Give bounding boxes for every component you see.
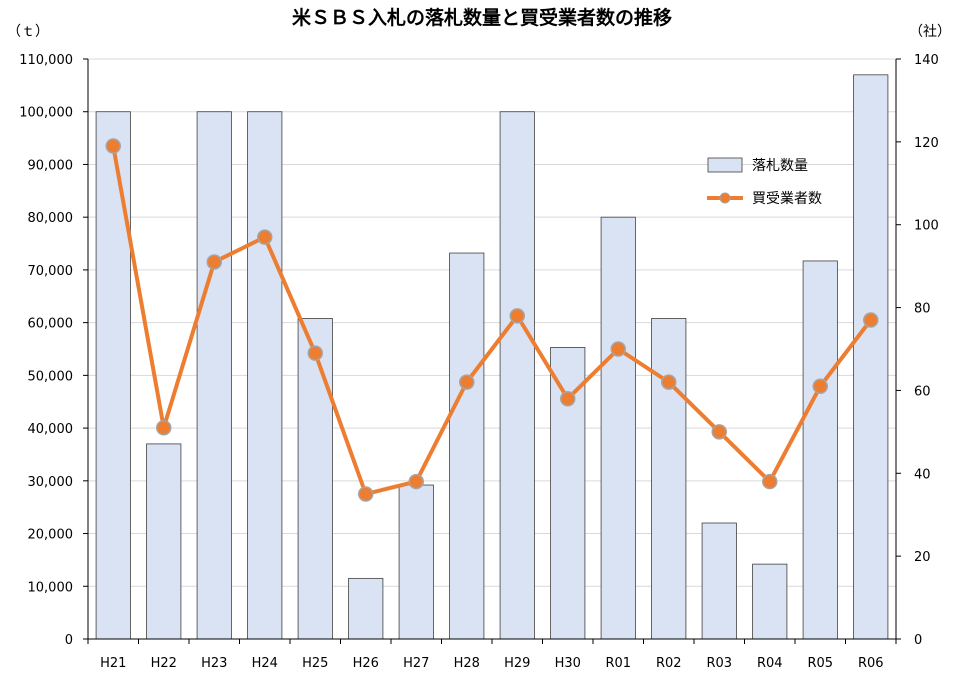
bar-R05 (802, 260, 838, 640)
bar-H26 (348, 577, 384, 640)
line-point-H30 (560, 390, 576, 407)
x-tick-label: H29 (504, 656, 530, 671)
right-tick-label: 80 (914, 302, 931, 317)
line-point-R03 (711, 424, 727, 440)
bar-R06 (853, 74, 889, 640)
left-tick-label: 30,000 (28, 475, 74, 490)
right-tick-label: 0 (914, 633, 922, 648)
x-tick-label: H30 (555, 656, 581, 671)
left-tick-label: 0 (65, 633, 73, 648)
axes (83, 58, 901, 644)
line-point-H23 (206, 254, 222, 270)
left-tick-label: 100,000 (19, 106, 73, 121)
right-tick-label: 140 (914, 53, 939, 68)
bar-H27 (398, 484, 434, 640)
left-tick-label: 50,000 (28, 369, 74, 384)
x-tick-label: H21 (100, 656, 126, 671)
legend-label-bar: 落札数量 (752, 158, 808, 174)
line-point-H21 (105, 138, 121, 154)
bar-series (95, 74, 889, 640)
line-point-H25 (307, 345, 323, 361)
right-tick-label: 60 (914, 384, 931, 399)
right-tick-label: 100 (914, 219, 939, 234)
x-tick-label: H27 (403, 656, 429, 671)
x-tick-label: H22 (151, 656, 177, 671)
left-tick-label: 70,000 (28, 264, 74, 279)
bar-H29 (499, 111, 535, 640)
left-tick-label: 60,000 (28, 317, 74, 332)
left-tick-label: 10,000 (28, 580, 74, 595)
x-tick-label: R06 (858, 656, 884, 671)
line-point-H24 (257, 229, 273, 245)
line-point-R02 (661, 374, 677, 390)
line-point-R06 (863, 312, 879, 328)
legend-swatch-marker (719, 192, 731, 204)
left-tick-label: 40,000 (28, 422, 74, 437)
left-tick-label: 90,000 (28, 158, 74, 173)
legend-swatch-bar (707, 157, 743, 173)
x-tick-label: H26 (353, 656, 379, 671)
x-tick-label: H24 (252, 656, 278, 671)
line-series (105, 138, 879, 502)
bar-H21 (95, 111, 131, 640)
x-tick-label: R02 (656, 656, 682, 671)
bar-R02 (651, 318, 687, 640)
line-point-H26 (358, 486, 374, 502)
bar-H24 (247, 111, 283, 640)
legend: 落札数量 買受業者数 (707, 157, 822, 207)
bar-R01 (600, 216, 636, 640)
right-axis-ticks: 0 20 40 60 80 100 120 140 (914, 53, 939, 648)
right-tick-label: 20 (914, 550, 931, 565)
left-tick-label: 110,000 (19, 53, 73, 68)
bar-R04 (752, 563, 788, 640)
right-tick-label: 40 (914, 467, 931, 482)
line-point-R05 (812, 378, 828, 395)
x-tick-label: R05 (807, 656, 833, 671)
x-tick-label: H23 (201, 656, 227, 671)
line-point-H28 (459, 374, 475, 390)
left-axis-ticks: 0 10,000 20,000 30,000 40,000 50,000 60,000 70,… (19, 53, 73, 648)
line-path (111, 145, 873, 496)
x-tick-label: H28 (454, 656, 480, 671)
legend-label-line: 買受業者数 (752, 191, 822, 207)
x-tick-label: H25 (302, 656, 328, 671)
left-axis-unit: （ｔ） (7, 24, 49, 40)
right-axis-unit: （社） (909, 24, 951, 40)
x-tick-label: R03 (706, 656, 732, 671)
bar-H23 (196, 111, 232, 640)
x-tick-label: R01 (605, 656, 631, 671)
line-point-H22 (156, 419, 172, 436)
x-axis-ticks: H21 H22 H23 H24 H25 H26 H27 H28 H29 H30 R01 R02 R03 R… (100, 656, 883, 671)
line-point-R01 (610, 341, 626, 357)
bar-H28 (449, 252, 485, 640)
bar-R03 (701, 522, 737, 640)
line-point-R04 (762, 473, 778, 490)
chart-title: 米ＳＢＳ入札の落札数量と買受業者数の推移 (292, 6, 672, 29)
line-point-H29 (509, 308, 525, 324)
line-point-H27 (408, 473, 424, 490)
bar-H25 (297, 318, 333, 640)
left-tick-label: 80,000 (28, 211, 74, 226)
x-tick-label: R04 (757, 656, 783, 671)
bar-H22 (146, 443, 182, 640)
right-tick-label: 120 (914, 136, 939, 151)
left-tick-label: 20,000 (28, 528, 74, 543)
